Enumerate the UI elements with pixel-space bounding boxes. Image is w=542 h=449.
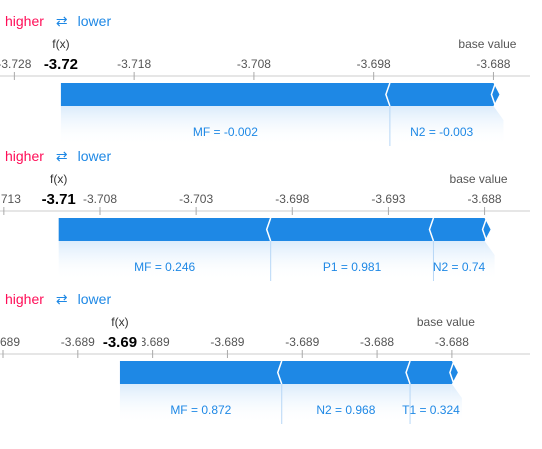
tick-label: -3.708 [83,192,117,206]
base-value-label: base value [450,172,508,186]
fx-label: f(x) [52,37,69,51]
force-plot-3: higher⇄lower-3.689-3.689-3.689-3.689-3.6… [0,284,542,424]
fx-value: -3.72 [44,56,78,73]
base-value-label: base value [417,315,475,329]
legend-lower-label: lower [78,148,112,164]
legend-higher-label: higher [5,13,44,29]
feature-label: MF = 0.246 [134,260,195,274]
fx-label: f(x) [50,172,67,186]
bar-end-notch [490,82,497,107]
segment-separator [276,360,283,385]
feature-label: N2 = 0.968 [316,403,375,417]
fx-value-mask [36,189,81,206]
feature-label: T1 = 0.324 [402,403,460,417]
tick-label: -3.693 [371,192,405,206]
swap-icon: ⇄ [56,148,68,164]
feature-segment [429,218,491,241]
tick-label: -3.698 [275,192,309,206]
feature-label: N2 = -0.003 [410,125,473,139]
tick-label: -3.703 [179,192,213,206]
force-plot-svg-1: higher ⇄ lower -3.728 -3.718 -3.708 -3.698 -3.6… [0,13,530,146]
tick-label: -3.708 [237,57,271,71]
feature-segment [60,83,390,106]
segment-separator [428,217,435,242]
tick-label: -3.718 [117,57,151,71]
force-plot-2: higher ⇄ lower -3.713 -3.708 -3.703 -3.698 -3.6… [0,141,542,281]
bar-shadow [58,241,485,281]
feature-label: MF = -0.002 [193,125,258,139]
legend: higher ⇄ lower [5,291,111,307]
fx-value: -3.69 [103,334,137,351]
bar-end-notch [449,360,455,385]
tick-label: -3.689 [285,335,319,349]
tick-label: -3.698 [357,57,391,71]
fx-value-mask [38,54,83,71]
feature-segment [277,361,411,384]
base-value-label: base value [458,37,516,51]
legend-higher-label: higher [5,148,44,164]
tick-label: -3.728 [0,57,32,71]
swap-icon: ⇄ [56,291,68,307]
bar-shadow-tail [493,106,504,146]
legend-lower-label: lower [78,13,112,29]
segment-separator [265,217,272,242]
bar-end-notch [481,217,488,242]
fx-value-mask [97,332,142,349]
force-plot-svg-3: higher⇄lower-3.689-3.689-3.689-3.689-3.6… [0,291,530,424]
segment-separator [385,82,391,107]
legend: higher ⇄ lower [5,148,111,164]
swap-icon: ⇄ [56,13,68,29]
fx-value: -3.71 [42,191,76,208]
feature-label: P1 = 0.981 [323,260,382,274]
tick-label: -3.713 [0,192,21,206]
feature-segment [385,83,500,106]
feature-segment [58,218,271,241]
legend: higher ⇄ lower [5,13,111,29]
force-plot-1: higher ⇄ lower -3.728 -3.718 -3.708 -3.698 -3.6… [0,6,542,146]
feature-segment [406,361,458,384]
legend-lower-label: lower [78,291,112,307]
tick-label: -3.688 [476,57,510,71]
feature-label: MF = 0.872 [170,403,231,417]
bar-shadow-tail [484,241,495,281]
force-plot-svg-2: higher ⇄ lower -3.713 -3.708 -3.703 -3.698 -3.6… [0,148,530,281]
tick-label: -3.689 [0,335,20,349]
tick-label: -3.689 [136,335,170,349]
tick-label: -3.689 [61,335,95,349]
fx-label: f(x) [111,315,128,329]
legend-higher-label: higher [5,291,44,307]
segment-separator [405,360,411,385]
feature-label: N2 = 0.74 [433,260,486,274]
feature-segment [119,361,282,384]
feature-segment [266,218,434,241]
tick-label: -3.688 [435,335,469,349]
tick-label: -3.688 [360,335,394,349]
bar-shadow-tail [451,384,462,424]
bar-shadow [119,384,452,424]
bar-shadow [60,106,494,146]
tick-label: -3.689 [210,335,244,349]
tick-label: -3.688 [468,192,502,206]
